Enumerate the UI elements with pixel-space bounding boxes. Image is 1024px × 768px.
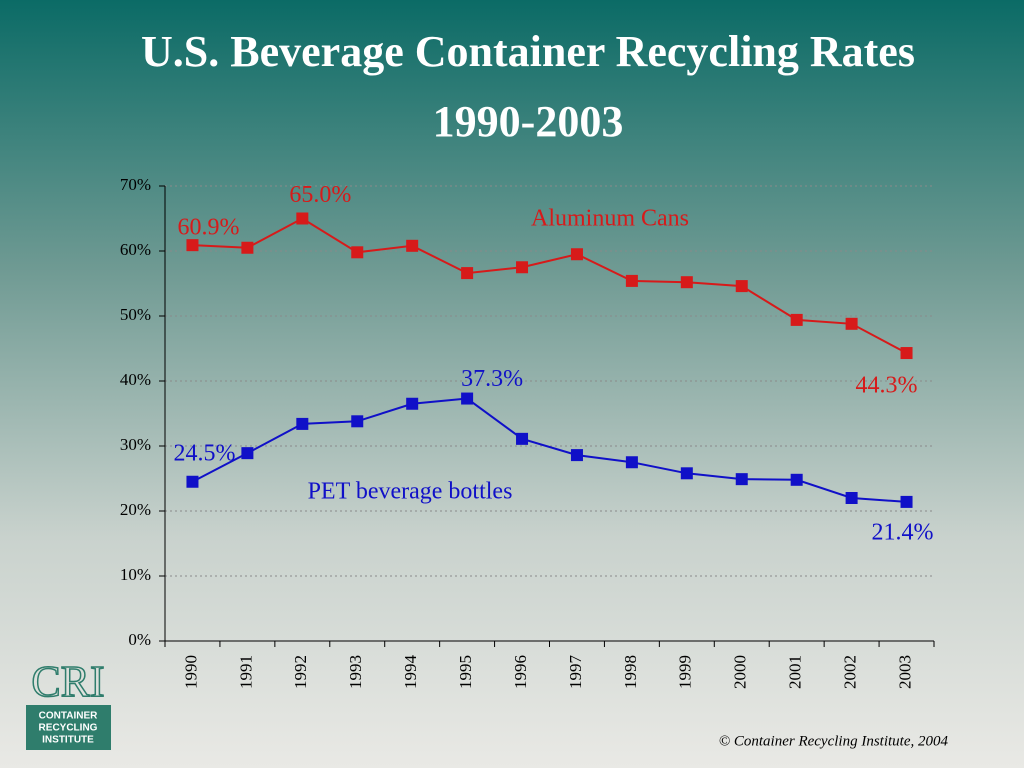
marker [406,239,419,252]
x-tick-label: 2001 [786,655,805,689]
marker [900,495,913,508]
plot: 0% 10% 20% 30% 40% 50% 60% 70% 1990 1991 1992 1993 1… [120,175,935,690]
x-tick-label: 1996 [511,655,530,689]
data-label: 60.9% [177,215,239,241]
logo-box [26,705,111,750]
x-tick-label: 2003 [895,655,914,689]
data-label: 21.4% [872,519,934,545]
marker [735,473,748,486]
marker [680,467,693,480]
x-tick-label: 1993 [346,655,365,689]
marker [790,473,803,486]
marker [296,212,309,225]
x-tick-label: 1997 [566,655,585,690]
series-label: Aluminum Cans [531,206,689,232]
marker [680,276,693,289]
data-label: 24.5% [173,440,235,466]
y-tick-label: 40% [120,370,151,389]
x-tick-label: 1991 [236,655,255,689]
x-tick-label: 1994 [401,655,420,690]
marker [570,248,583,261]
x-tick-label: 1999 [676,655,695,689]
marker [351,246,364,259]
series-label: PET beverage bottles [308,479,513,505]
series-line [192,217,908,354]
marker [461,392,474,405]
marker [186,239,199,252]
series-line [192,397,907,503]
x-tick-label: 1998 [621,655,640,689]
marker [406,397,419,410]
logo-text: INSTITUTE [42,735,94,746]
data-label: 37.3% [461,366,523,392]
logo-text: CONTAINER [39,711,98,722]
logo-text: RECYCLING [39,723,98,734]
marker [296,417,309,430]
marker [625,274,638,287]
y-tick-label: 30% [120,435,151,454]
source: © Container Recycling Institute, 2004 [719,733,949,749]
y-tick-label: 70% [120,175,151,194]
marker [845,492,858,504]
marker [845,317,858,330]
data-label: 65.0% [289,182,351,208]
y-tick-label: 50% [120,305,151,324]
x-tick-label: 2002 [841,655,860,689]
y-tick-label: 0% [128,630,151,649]
marker [241,447,254,460]
x-tick-label: 1995 [456,655,475,689]
marker [241,241,254,254]
marker [790,313,803,326]
x-tick-label: 1990 [181,655,200,689]
marker [461,267,474,280]
marker [735,280,748,293]
y-tick-label: 20% [120,500,151,519]
marker [900,347,913,360]
marker [186,475,199,488]
chart-title: U.S. Beverage Container Recycling Rates [141,27,915,76]
marker [516,432,529,445]
x-tick-label: 1992 [291,655,310,689]
y-tick-label: 60% [120,240,151,259]
chart-subtitle: 1990-2003 [433,97,624,146]
logo-mark: CRI [31,657,104,706]
logo: CRI CONTAINER RECYCLING INSTITUTE [26,656,111,750]
marker [625,456,638,469]
y-tick-label: 10% [120,565,151,584]
data-label: 44.3% [856,373,918,399]
marker [351,415,364,428]
x-tick-label: 2000 [731,655,750,689]
marker [570,449,583,462]
marker [516,261,529,274]
